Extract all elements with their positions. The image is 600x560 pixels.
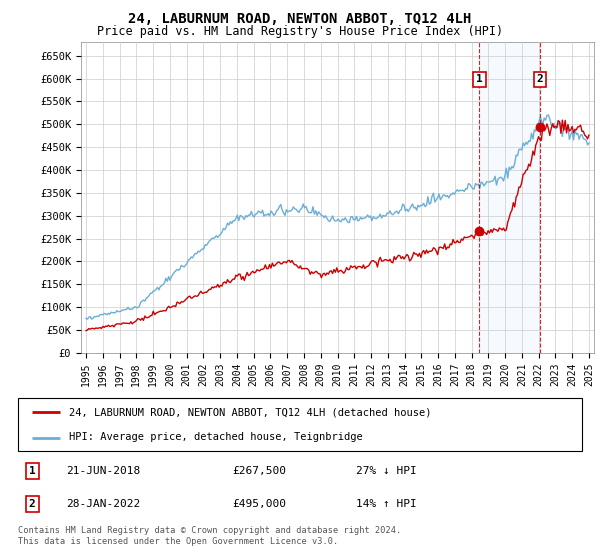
- Text: 1: 1: [476, 74, 483, 85]
- Text: 24, LABURNUM ROAD, NEWTON ABBOT, TQ12 4LH (detached house): 24, LABURNUM ROAD, NEWTON ABBOT, TQ12 4L…: [69, 408, 431, 418]
- FancyBboxPatch shape: [18, 398, 582, 451]
- Text: 28-JAN-2022: 28-JAN-2022: [66, 499, 140, 509]
- Text: £267,500: £267,500: [232, 466, 286, 476]
- Text: £495,000: £495,000: [232, 499, 286, 509]
- Text: 14% ↑ HPI: 14% ↑ HPI: [356, 499, 417, 509]
- Text: HPI: Average price, detached house, Teignbridge: HPI: Average price, detached house, Teig…: [69, 432, 362, 442]
- Text: 21-JUN-2018: 21-JUN-2018: [66, 466, 140, 476]
- Text: Price paid vs. HM Land Registry's House Price Index (HPI): Price paid vs. HM Land Registry's House …: [97, 25, 503, 38]
- Text: 27% ↓ HPI: 27% ↓ HPI: [356, 466, 417, 476]
- Text: 1: 1: [29, 466, 35, 476]
- Bar: [479, 42, 540, 353]
- Text: 2: 2: [536, 74, 544, 85]
- Text: Contains HM Land Registry data © Crown copyright and database right 2024.
This d: Contains HM Land Registry data © Crown c…: [18, 526, 401, 546]
- Text: 2: 2: [29, 499, 35, 509]
- Text: 24, LABURNUM ROAD, NEWTON ABBOT, TQ12 4LH: 24, LABURNUM ROAD, NEWTON ABBOT, TQ12 4L…: [128, 12, 472, 26]
